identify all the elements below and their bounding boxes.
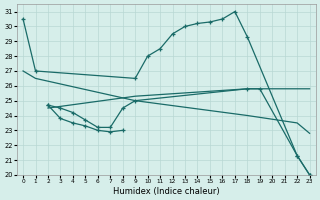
X-axis label: Humidex (Indice chaleur): Humidex (Indice chaleur) bbox=[113, 187, 220, 196]
